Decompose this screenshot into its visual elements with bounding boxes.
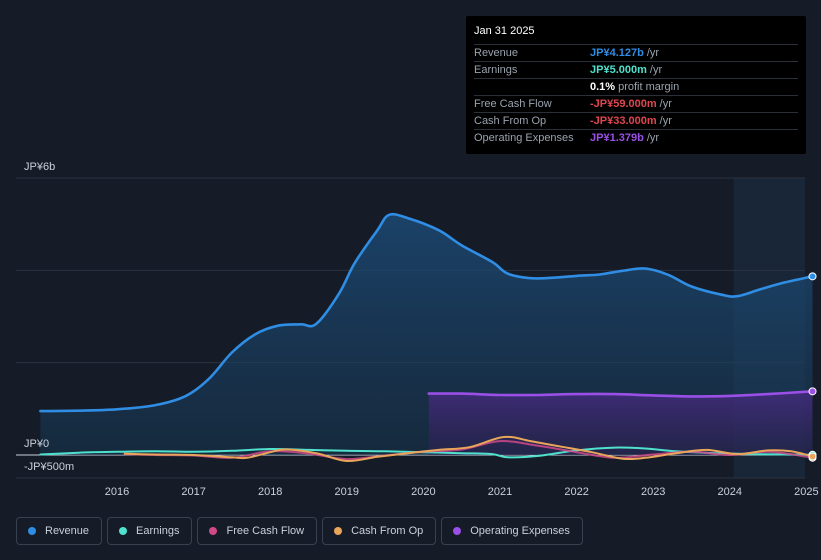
tooltip-row-unit: /yr [646, 132, 660, 144]
x-tick-2019: 2019 [335, 486, 359, 498]
x-tick-2016: 2016 [105, 486, 129, 498]
legend-dot-icon [209, 527, 218, 535]
x-tick-2025: 2025 [794, 486, 818, 498]
legend-item-operating-expenses[interactable]: Operating Expenses [441, 517, 583, 545]
x-tick-2023: 2023 [641, 486, 665, 498]
x-tick-2022: 2022 [564, 486, 588, 498]
tooltip-row-label: Revenue [474, 47, 519, 59]
legend-label: Revenue [45, 525, 90, 537]
legend-label: Cash From Op [351, 525, 424, 537]
tooltip-row-unit: profit margin [618, 81, 680, 93]
tooltip-row-unit: /yr [659, 115, 672, 127]
legend-label: Free Cash Flow [226, 525, 305, 537]
x-tick-2018: 2018 [258, 486, 282, 498]
x-axis-ticks: 2016 2017 2018 2019 2020 2021 2022 2023 2024 2025 [105, 486, 819, 498]
cash-from-op-line [123, 435, 814, 463]
tooltip-row: Revenue JP¥4.127b/yr [474, 44, 798, 61]
legend-label: Operating Expenses [470, 525, 570, 537]
tooltip-row-value: JP¥1.379b [590, 132, 644, 144]
tooltip: Jan 31 2025 Revenue JP¥4.127b/yr Earnings J… [466, 16, 806, 154]
tooltip-row: Operating Expenses JP¥1.379b/yr [474, 129, 798, 146]
x-tick-2021: 2021 [488, 486, 512, 498]
series-areas [40, 214, 813, 455]
tooltip-row-value: JP¥4.127b [590, 47, 644, 59]
tooltip-row-unit: /yr [659, 98, 672, 110]
y-tick-bottom: -JP¥500m [24, 461, 74, 473]
legend-item-revenue[interactable]: Revenue [16, 517, 103, 545]
legend-item-earnings[interactable]: Earnings [107, 517, 193, 545]
tooltip-date: Jan 31 2025 [474, 25, 535, 37]
legend-dot-icon [28, 527, 36, 535]
operating-expenses-line [427, 390, 814, 398]
legend-item-cash-from-op[interactable]: Cash From Op [322, 517, 437, 545]
legend-dot-icon [119, 527, 128, 535]
tooltip-row: Earnings JP¥5.000m/yr [474, 61, 798, 78]
tooltip-row-value: JP¥5.000m [590, 64, 647, 76]
x-tick-2020: 2020 [411, 486, 435, 498]
operating-expenses-end-marker [808, 387, 817, 396]
revenue-end-marker [808, 272, 817, 281]
series-end-markers [808, 272, 817, 462]
x-tick-2017: 2017 [181, 486, 205, 498]
tooltip-rows: Revenue JP¥4.127b/yr Earnings JP¥5.000m/yr 0… [474, 44, 798, 146]
tooltip-row: Cash From Op -JP¥33.000m/yr [474, 112, 798, 129]
operating-expenses-area [428, 391, 813, 455]
series-lines [39, 212, 814, 463]
legend-label: Earnings [136, 525, 180, 537]
cash-from-op-end-marker [808, 452, 817, 461]
tooltip-row-label: Free Cash Flow [474, 98, 552, 110]
tooltip-row-value: -JP¥33.000m [590, 115, 657, 127]
tooltip-row-unit: /yr [649, 64, 663, 76]
tooltip-row-unit: /yr [646, 47, 660, 59]
tooltip-row: Free Cash Flow -JP¥59.000m/yr [474, 95, 798, 112]
legend: Revenue Earnings Free Cash Flow Cash From O… [16, 517, 583, 545]
y-tick-zero: JP¥0 [24, 438, 49, 450]
tooltip-row-label: Operating Expenses [474, 132, 574, 144]
tooltip-row-value: 0.1% [590, 81, 616, 93]
legend-dot-icon [453, 527, 462, 535]
tooltip-row-label: Cash From Op [474, 115, 547, 127]
tooltip-row-label: Earnings [474, 64, 518, 76]
legend-item-free-cash-flow[interactable]: Free Cash Flow [197, 517, 318, 545]
x-tick-2024: 2024 [718, 486, 742, 498]
y-tick-top: JP¥6b [24, 161, 55, 173]
tooltip-row: 0.1% profit margin [474, 78, 798, 95]
revenue-line [39, 212, 814, 413]
tooltip-row-value: -JP¥59.000m [590, 98, 657, 110]
legend-dot-icon [334, 527, 343, 535]
